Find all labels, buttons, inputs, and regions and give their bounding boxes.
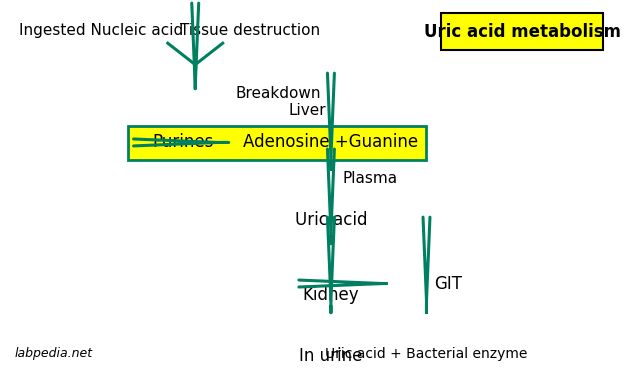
Text: Plasma: Plasma bbox=[342, 171, 397, 186]
Text: Uric acid + Bacterial enzyme: Uric acid + Bacterial enzyme bbox=[325, 347, 527, 361]
Text: Ingested Nucleic acid: Ingested Nucleic acid bbox=[19, 23, 184, 38]
Text: Breakdown: Breakdown bbox=[236, 86, 321, 101]
Text: Tissue destruction: Tissue destruction bbox=[180, 23, 320, 38]
Text: In urine: In urine bbox=[300, 347, 363, 365]
FancyBboxPatch shape bbox=[129, 126, 426, 160]
Text: Purines: Purines bbox=[152, 134, 214, 151]
FancyBboxPatch shape bbox=[441, 13, 604, 50]
Text: Uric acid metabolism: Uric acid metabolism bbox=[424, 23, 621, 41]
Text: Uric acid: Uric acid bbox=[294, 211, 367, 228]
Text: labpedia.net: labpedia.net bbox=[15, 347, 93, 360]
Text: Liver: Liver bbox=[288, 103, 326, 118]
Text: GIT: GIT bbox=[434, 275, 462, 293]
Text: Adenosine +Guanine: Adenosine +Guanine bbox=[243, 134, 419, 151]
Text: Kidney: Kidney bbox=[303, 286, 359, 304]
